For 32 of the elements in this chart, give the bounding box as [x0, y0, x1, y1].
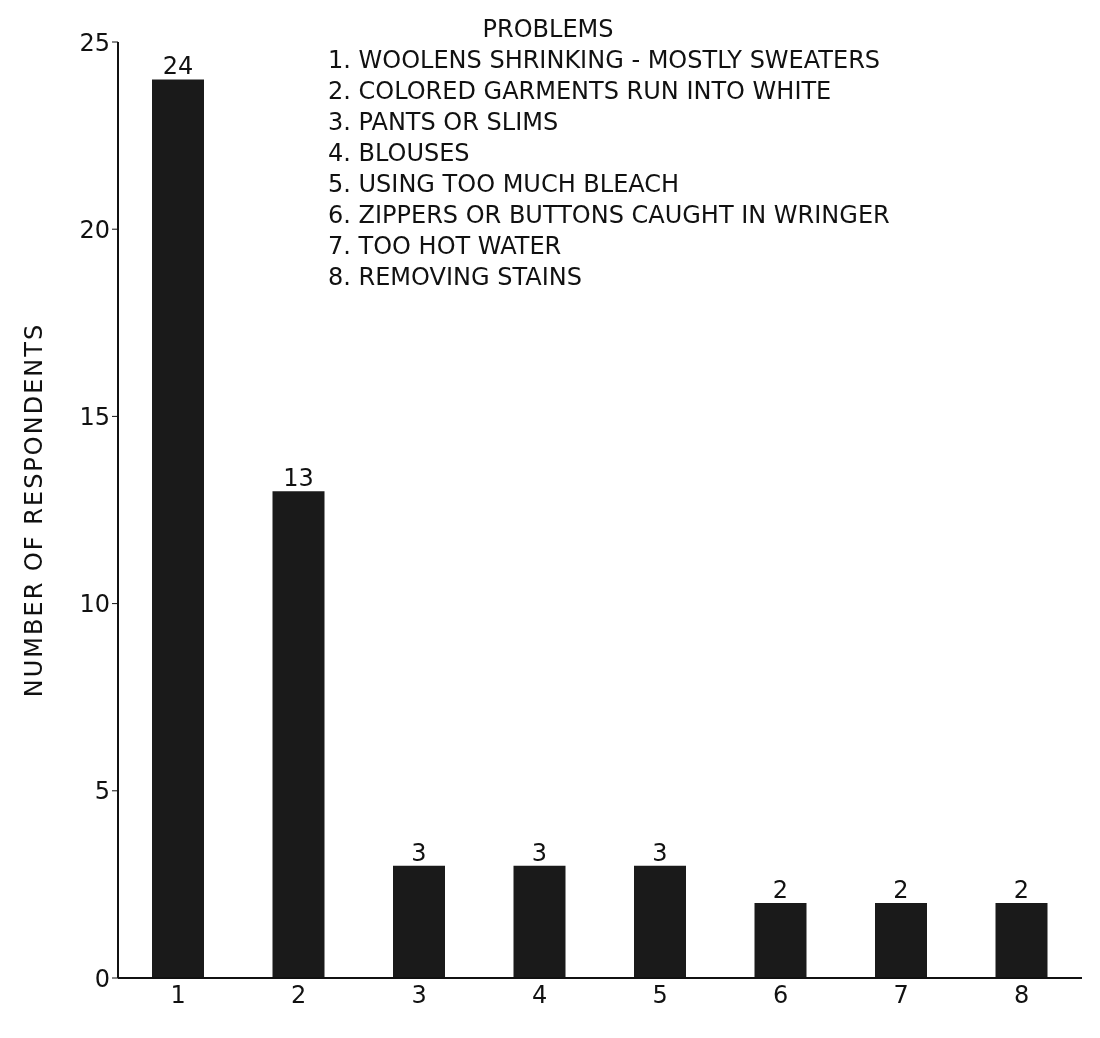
data-label: 2	[1013, 876, 1030, 905]
annotation: 1. WOOLENS SHRINKING - MOSTLY SWEATERS	[328, 45, 882, 76]
x-tick-label: 8	[1014, 981, 1030, 1010]
y-tick-label: 0	[94, 964, 110, 993]
data-label: 2	[893, 876, 909, 905]
data-label: 13	[283, 464, 314, 493]
annotation: PROBLEMS	[481, 14, 615, 45]
y-tick-label: 20	[79, 215, 110, 244]
annotation: 5. USING TOO MUCH BLEACH	[328, 169, 681, 200]
data-label: 3	[531, 838, 548, 867]
data-label: 24	[162, 52, 194, 81]
x-tick-label: 5	[652, 981, 668, 1010]
annotation: 4. BLOUSES	[328, 138, 471, 169]
annotation: 6. ZIPPERS OR BUTTONS CAUGHT IN WRINGER	[328, 200, 890, 231]
annotation: 2. COLORED GARMENTS RUN INTO WHITE	[328, 76, 833, 107]
y-tick-label: 15	[79, 402, 110, 431]
x-tick-label: 6	[773, 981, 789, 1010]
data-label: 3	[411, 838, 427, 867]
annotation: 3. PANTS OR SLIMS	[328, 107, 560, 138]
data-label: 3	[652, 838, 668, 867]
data-label: 2	[772, 876, 789, 905]
annotation: 8. REMOVING STAINS	[328, 262, 583, 293]
x-tick-label: 7	[893, 981, 909, 1010]
x-tick-label: 3	[411, 981, 427, 1010]
annotation: 7. TOO HOT WATER	[328, 231, 563, 262]
y-tick-label: 25	[79, 28, 110, 57]
x-tick-label: 2	[291, 981, 307, 1010]
y-tick-label: 10	[79, 590, 110, 619]
y-axis-title: NUMBER OF RESPONDENTS	[19, 322, 48, 698]
y-tick-label: 5	[94, 777, 110, 806]
x-tick-label: 1	[170, 981, 186, 1010]
x-tick-label: 4	[532, 981, 548, 1010]
